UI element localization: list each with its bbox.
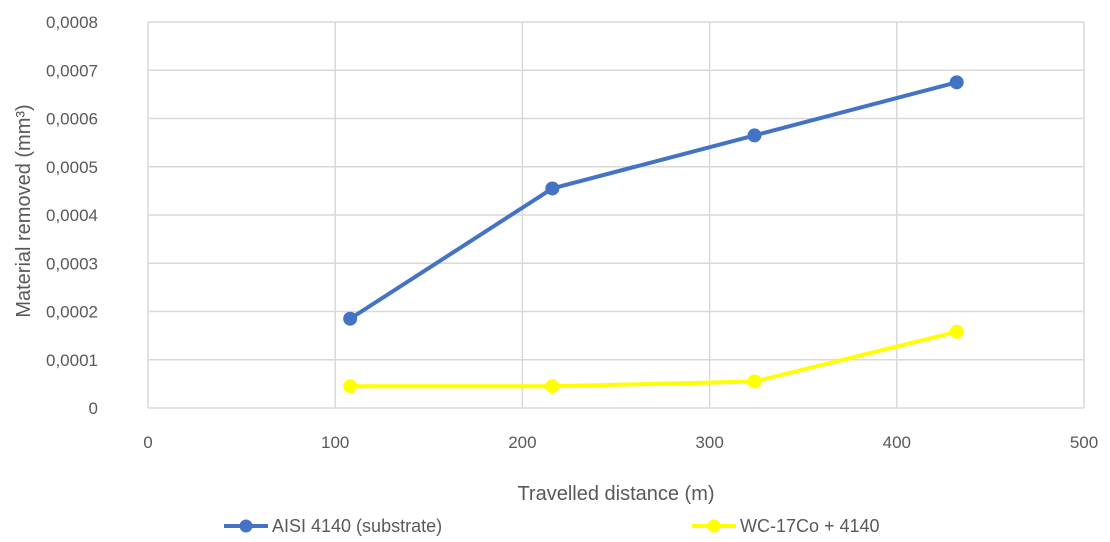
x-axis-title: Travelled distance (m) — [517, 483, 714, 505]
legend-label: WC-17Co + 4140 — [740, 516, 880, 536]
data-point — [949, 75, 964, 90]
legend-item: AISI 4140 (substrate) — [224, 516, 442, 536]
y-tick-label: 0,0007 — [46, 61, 98, 80]
legend-marker — [707, 519, 721, 533]
y-tick-label: 0,0002 — [46, 303, 98, 322]
legend: AISI 4140 (substrate) WC-17Co + 4140 — [224, 516, 880, 536]
legend-marker — [239, 519, 253, 533]
data-point — [747, 374, 762, 389]
x-tick-label: 400 — [883, 433, 911, 452]
data-point — [545, 181, 560, 196]
series-line — [348, 329, 959, 389]
plot-area — [147, 21, 1085, 409]
y-tick-label: 0,0005 — [46, 158, 98, 177]
legend-item: WC-17Co + 4140 — [692, 516, 880, 536]
x-tick-label: 200 — [508, 433, 536, 452]
y-tick-label: 0,0001 — [46, 351, 98, 370]
y-tick-label: 0,0008 — [46, 13, 98, 32]
series-layer — [343, 75, 964, 394]
series-line — [348, 80, 959, 321]
data-point — [343, 311, 358, 326]
data-point — [545, 379, 560, 394]
y-axis-title: Material removed (mm³) — [13, 104, 35, 317]
x-tick-label: 0 — [143, 433, 152, 452]
x-tick-label: 300 — [695, 433, 723, 452]
gridlines — [147, 21, 1085, 409]
legend-label: AISI 4140 (substrate) — [272, 516, 442, 536]
x-tick-label: 100 — [321, 433, 349, 452]
y-tick-label: 0,0006 — [46, 110, 98, 129]
y-tick-label: 0 — [89, 399, 98, 418]
data-point — [343, 379, 358, 394]
y-axis-tick-labels: 0 0,0001 0,0002 0,0003 0,0004 0,0005 0,0006 0,0… — [46, 13, 98, 418]
x-tick-label: 500 — [1070, 433, 1098, 452]
y-tick-label: 0,0004 — [46, 206, 98, 225]
series-2 — [343, 324, 964, 394]
data-point — [949, 324, 964, 339]
series-1 — [343, 75, 964, 326]
y-tick-label: 0,0003 — [46, 254, 98, 273]
x-axis-tick-labels: 0 100 200 300 400 500 — [143, 433, 1098, 452]
data-point — [747, 128, 762, 143]
